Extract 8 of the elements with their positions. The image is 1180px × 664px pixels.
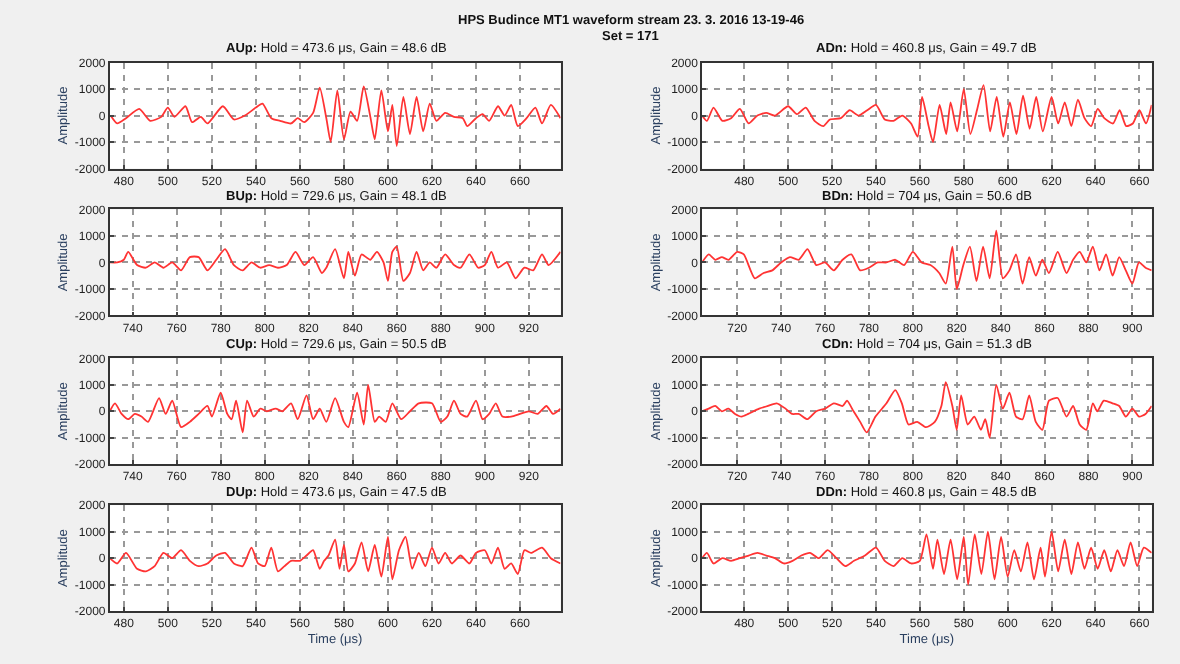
line-series [702, 530, 1152, 586]
line-series [702, 84, 1152, 143]
line-series [109, 383, 561, 434]
line-series [702, 229, 1152, 290]
line-series [109, 245, 561, 282]
line-series [702, 381, 1152, 439]
line-series [109, 536, 561, 581]
line-series [109, 85, 561, 147]
